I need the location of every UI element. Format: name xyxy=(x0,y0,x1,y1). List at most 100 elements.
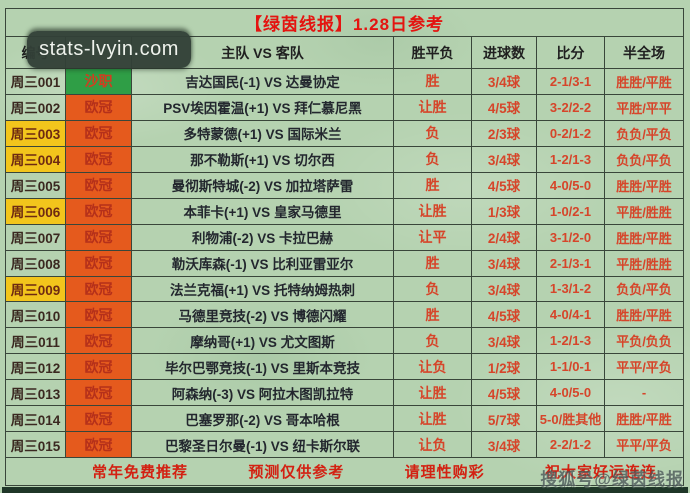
league-cell: 欧冠 xyxy=(66,302,132,328)
header-goals: 进球数 xyxy=(472,37,537,68)
table-row: 周三008 欧冠 勒沃库森(-1) VS 比利亚雷亚尔 胜 3/4球 2-1/3… xyxy=(6,250,683,277)
half-full-prediction-cell: 胜胜/平胜 xyxy=(616,178,672,194)
match-number-cell: 周三015 xyxy=(6,432,66,458)
league-cell: 欧冠 xyxy=(66,432,132,458)
table-row: 周三007 欧冠 利物浦(-2) VS 卡拉巴赫 让平 2/4球 3-1/2-0… xyxy=(6,224,683,251)
table-row: 周三013 欧冠 阿森纳(-3) VS 阿拉木图凯拉特 让胜 4/5球 4-0/… xyxy=(6,380,683,407)
footer-note: 常年免费推荐 xyxy=(92,464,189,481)
table-row: 周三006 欧冠 本菲卡(+1) VS 皇家马德里 让胜 1/3球 1-0/2-… xyxy=(6,198,683,225)
league-cell: 欧冠 xyxy=(66,94,132,120)
wdl-prediction-cell: 负 xyxy=(394,120,472,146)
wdl-prediction-cell: 让胜 xyxy=(394,94,472,120)
score-prediction-cell: 1-2/1-3 xyxy=(537,146,605,172)
match-cell: 毕尔巴鄂竞技(-1) VS 里斯本竞技 xyxy=(132,354,394,380)
header-half-full: 半全场 xyxy=(623,44,665,61)
match-cell: 摩纳哥(+1) VS 尤文图斯 xyxy=(132,328,394,354)
half-full-prediction-cell: - xyxy=(641,385,647,401)
table-row: 周三010 欧冠 马德里竞技(-2) VS 博德闪耀 胜 4/5球 4-0/4-… xyxy=(6,302,683,329)
wdl-prediction-cell: 让胜 xyxy=(394,406,472,432)
goals-prediction-cell: 3/4球 xyxy=(472,69,537,94)
goals-prediction-cell: 3/4球 xyxy=(472,328,537,354)
half-full-prediction-cell: 负负/平负 xyxy=(616,126,672,142)
match-number-cell: 周三010 xyxy=(6,302,66,328)
score-prediction-cell: 1-0/2-1 xyxy=(537,198,605,224)
match-cell: 本菲卡(+1) VS 皇家马德里 xyxy=(132,198,394,224)
league-cell: 欧冠 xyxy=(66,406,132,432)
score-prediction-cell: 1-2/1-3 xyxy=(537,328,605,354)
table-row: 周三011 欧冠 摩纳哥(+1) VS 尤文图斯 负 3/4球 1-2/1-3 … xyxy=(6,328,683,355)
footer-note: 祝大家好运连连 xyxy=(544,464,657,481)
match-number-cell: 周三003 xyxy=(6,120,66,146)
table-row: 周三004 欧冠 那不勒斯(+1) VS 切尔西 负 3/4球 1-2/1-3 … xyxy=(6,146,683,173)
score-prediction-cell: 1-3/1-2 xyxy=(537,276,605,302)
score-prediction-cell: 4-0/4-1 xyxy=(537,302,605,328)
score-prediction-cell: 1-1/0-1 xyxy=(537,354,605,380)
half-full-prediction-cell: 平平/平负 xyxy=(616,438,672,454)
goals-prediction-cell: 3/4球 xyxy=(472,276,537,302)
match-number-cell: 周三001 xyxy=(6,69,66,94)
score-prediction-cell: 3-2/2-2 xyxy=(537,94,605,120)
match-cell: 勒沃库森(-1) VS 比利亚雷亚尔 xyxy=(132,250,394,276)
goals-prediction-cell: 2/4球 xyxy=(472,224,537,250)
match-cell: PSV埃因霍温(+1) VS 拜仁慕尼黑 xyxy=(132,94,394,120)
match-number-cell: 周三013 xyxy=(6,380,66,406)
page-title: 【绿茵线报】1.28日参考 xyxy=(6,9,683,37)
match-number-cell: 周三009 xyxy=(6,276,66,302)
league-cell: 欧冠 xyxy=(66,276,132,302)
match-number-cell: 周三011 xyxy=(6,328,66,354)
half-full-prediction-cell: 负负/平负 xyxy=(616,152,672,168)
table-row: 周三012 欧冠 毕尔巴鄂竞技(-1) VS 里斯本竞技 让负 1/2球 1-1… xyxy=(6,354,683,381)
match-cell: 利物浦(-2) VS 卡拉巴赫 xyxy=(132,224,394,250)
league-cell: 欧冠 xyxy=(66,250,132,276)
match-cell: 多特蒙德(+1) VS 国际米兰 xyxy=(132,120,394,146)
table-row: 周三005 欧冠 曼彻斯特城(-2) VS 加拉塔萨雷 胜 4/5球 4-0/5… xyxy=(6,172,683,199)
match-cell: 那不勒斯(+1) VS 切尔西 xyxy=(132,146,394,172)
goals-prediction-cell: 5/7球 xyxy=(472,406,537,432)
table-body: 周三001 沙职 吉达国民(-1) VS 达曼协定 胜 3/4球 2-1/3-1… xyxy=(6,69,683,459)
match-cell: 阿森纳(-3) VS 阿拉木图凯拉特 xyxy=(132,380,394,406)
wdl-prediction-cell: 让负 xyxy=(394,354,472,380)
match-number-cell: 周三007 xyxy=(6,224,66,250)
goals-prediction-cell: 4/5球 xyxy=(472,302,537,328)
half-full-prediction-cell: 胜胜/平胜 xyxy=(616,308,672,324)
half-full-prediction-cell: 平胜/胜胜 xyxy=(616,256,672,272)
league-cell: 欧冠 xyxy=(66,224,132,250)
league-cell: 欧冠 xyxy=(66,198,132,224)
goals-prediction-cell: 2/3球 xyxy=(472,120,537,146)
footer-note: 预测仅供参考 xyxy=(248,464,345,481)
header-score: 比分 xyxy=(537,37,605,68)
watermark-bottom-right: 搜狐号@绿茵线报 xyxy=(540,470,684,489)
match-cell: 巴塞罗那(-2) VS 哥本哈根 xyxy=(132,406,394,432)
table-row: 周三014 欧冠 巴塞罗那(-2) VS 哥本哈根 让胜 5/7球 5-0/胜其… xyxy=(6,406,683,433)
prediction-table: 【绿茵线报】1.28日参考 编号 主队 VS 客队 胜平负 进球数 比分 半全场… xyxy=(5,8,684,486)
goals-prediction-cell: 3/4球 xyxy=(472,432,537,458)
league-cell: 欧冠 xyxy=(66,120,132,146)
goals-prediction-cell: 4/5球 xyxy=(472,94,537,120)
table-row: 周三003 欧冠 多特蒙德(+1) VS 国际米兰 负 2/3球 0-2/1-2… xyxy=(6,120,683,147)
score-prediction-cell: 4-0/5-0 xyxy=(537,172,605,198)
half-full-prediction-cell: 平平/平负 xyxy=(616,360,672,376)
score-prediction-cell: 2-1/3-1 xyxy=(537,69,605,94)
wdl-prediction-cell: 负 xyxy=(394,328,472,354)
wdl-prediction-cell: 让平 xyxy=(394,224,472,250)
score-prediction-cell: 2-2/1-2 xyxy=(537,432,605,458)
half-full-prediction-cell: 负负/平负 xyxy=(616,282,672,298)
half-full-prediction-cell: 胜胜/平胜 xyxy=(616,74,672,90)
match-cell: 曼彻斯特城(-2) VS 加拉塔萨雷 xyxy=(132,172,394,198)
wdl-prediction-cell: 让胜 xyxy=(394,198,472,224)
half-full-prediction-cell: 胜胜/平胜 xyxy=(616,412,672,428)
goals-prediction-cell: 1/2球 xyxy=(472,354,537,380)
footer-notes: 常年免费推荐 预测仅供参考 请理性购彩 祝大家好运连连 xyxy=(6,458,683,485)
table-row: 周三001 沙职 吉达国民(-1) VS 达曼协定 胜 3/4球 2-1/3-1… xyxy=(6,69,683,95)
goals-prediction-cell: 4/5球 xyxy=(472,172,537,198)
score-prediction-cell: 3-1/2-0 xyxy=(537,224,605,250)
watermark-badge: stats-lvyin.com xyxy=(27,31,191,68)
goals-prediction-cell: 4/5球 xyxy=(472,380,537,406)
match-number-cell: 周三012 xyxy=(6,354,66,380)
league-cell: 欧冠 xyxy=(66,354,132,380)
wdl-prediction-cell: 让负 xyxy=(394,432,472,458)
table-row: 周三015 欧冠 巴黎圣日尔曼(-1) VS 纽卡斯尔联 让负 3/4球 2-2… xyxy=(6,432,683,459)
league-cell: 沙职 xyxy=(66,69,132,94)
match-number-cell: 周三002 xyxy=(6,94,66,120)
wdl-prediction-cell: 胜 xyxy=(394,250,472,276)
